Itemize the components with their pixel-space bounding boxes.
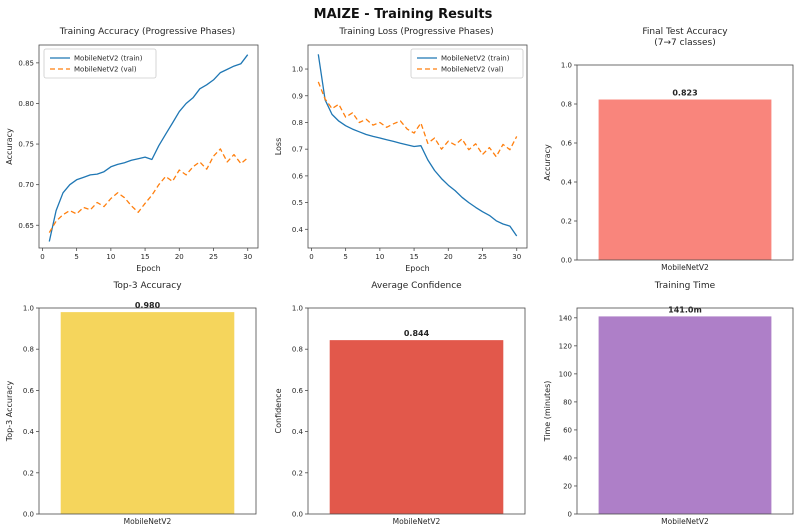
chart-title-top3-accuracy: Top-3 Accuracy xyxy=(113,281,182,291)
svg-text:0.980: 0.980 xyxy=(135,301,161,310)
svg-text:0.75: 0.75 xyxy=(18,141,34,149)
chart-title-training-time: Training Time xyxy=(654,281,716,291)
svg-text:0.9: 0.9 xyxy=(292,92,303,100)
top3-accuracy-chart: 0.980 MobileNetV2 0.0 0.2 0.4 0.6 0.8 1.0 Top-3 … xyxy=(3,292,266,532)
svg-text:MobileNetV2: MobileNetV2 xyxy=(661,517,709,526)
svg-text:25: 25 xyxy=(478,253,487,261)
figure-title: MAIZE - Training Results xyxy=(313,7,493,22)
chart-title-training-loss: Training Loss (Progressive Phases) xyxy=(339,27,494,37)
training-time-chart: 141.0m MobileNetV2 0 20 40 60 80 100 120 140 Time … xyxy=(541,292,803,532)
svg-text:Time (minutes): Time (minutes) xyxy=(543,381,552,443)
svg-text:0: 0 xyxy=(309,253,313,261)
svg-text:0.4: 0.4 xyxy=(292,226,304,234)
chart-title-final-test-accuracy: Final Test Accuracy xyxy=(642,27,728,37)
svg-text:0.6: 0.6 xyxy=(561,140,573,148)
svg-text:0: 0 xyxy=(568,511,572,519)
training-loss-chart: 0.4 0.5 0.6 0.7 0.8 0.9 1.0 0 5 10 15 20 25 30 Loss Epo… xyxy=(272,38,535,278)
svg-text:10: 10 xyxy=(375,253,384,261)
chart-title-average-confidence: Average Confidence xyxy=(371,281,462,291)
svg-text:0.0: 0.0 xyxy=(561,257,572,265)
svg-text:Accuracy: Accuracy xyxy=(543,144,552,181)
svg-text:MobileNetV2 (val): MobileNetV2 (val) xyxy=(74,66,137,74)
svg-text:0.80: 0.80 xyxy=(18,100,34,108)
panel-training-accuracy: Training Accuracy (Progressive Phases) 0… xyxy=(0,24,269,278)
svg-text:1.0: 1.0 xyxy=(292,305,303,313)
panel-top3-accuracy: Top-3 Accuracy 0.980 MobileNetV2 0.0 0.2 0.4… xyxy=(0,278,269,532)
svg-text:100: 100 xyxy=(559,370,572,378)
svg-text:0.4: 0.4 xyxy=(23,428,35,436)
panel-final-test-accuracy: Final Test Accuracy (7→7 classes) 0.823 M… xyxy=(538,24,806,278)
svg-text:0.844: 0.844 xyxy=(404,329,430,338)
svg-text:25: 25 xyxy=(209,253,218,261)
svg-text:MobileNetV2: MobileNetV2 xyxy=(661,263,709,272)
svg-text:0.0: 0.0 xyxy=(292,511,303,519)
panel-training-time: Training Time 141.0m MobileNetV2 0 20 40 60 80… xyxy=(538,278,806,532)
svg-text:0.6: 0.6 xyxy=(292,172,304,180)
svg-text:0.65: 0.65 xyxy=(18,222,34,230)
svg-text:80: 80 xyxy=(563,398,572,406)
panel-training-loss: Training Loss (Progressive Phases) 0.4 0.… xyxy=(269,24,538,278)
svg-text:30: 30 xyxy=(243,253,252,261)
svg-text:0.8: 0.8 xyxy=(23,346,34,354)
chart-subtitle-final-test-accuracy: (7→7 classes) xyxy=(654,38,716,48)
subplot-grid: Training Accuracy (Progressive Phases) 0… xyxy=(0,24,806,532)
svg-text:0.2: 0.2 xyxy=(561,218,572,226)
svg-text:Loss: Loss xyxy=(274,138,283,156)
panel-average-confidence: Average Confidence 0.844 MobileNetV2 0.0 0.… xyxy=(269,278,538,532)
svg-text:Epoch: Epoch xyxy=(136,264,161,273)
chart-title-training-accuracy: Training Accuracy (Progressive Phases) xyxy=(59,27,236,37)
svg-text:0.8: 0.8 xyxy=(292,119,303,127)
svg-text:1.0: 1.0 xyxy=(23,305,34,313)
svg-text:10: 10 xyxy=(106,253,115,261)
svg-text:141.0m: 141.0m xyxy=(668,305,702,314)
svg-text:140: 140 xyxy=(559,314,572,322)
svg-text:120: 120 xyxy=(559,342,572,350)
svg-text:60: 60 xyxy=(563,426,572,434)
svg-text:0.5: 0.5 xyxy=(292,199,303,207)
svg-text:0: 0 xyxy=(40,253,44,261)
training-accuracy-chart: 0.65 0.70 0.75 0.80 0.85 0 5 10 15 20 25 30 Accuracy… xyxy=(3,38,266,278)
svg-text:Accuracy: Accuracy xyxy=(5,128,14,165)
svg-text:0.0: 0.0 xyxy=(23,511,34,519)
svg-text:0.7: 0.7 xyxy=(292,146,303,154)
svg-text:20: 20 xyxy=(175,253,184,261)
svg-text:20: 20 xyxy=(444,253,453,261)
svg-text:20: 20 xyxy=(563,482,572,490)
svg-text:5: 5 xyxy=(74,253,78,261)
svg-text:40: 40 xyxy=(563,454,572,462)
svg-text:15: 15 xyxy=(141,253,150,261)
svg-text:0.8: 0.8 xyxy=(561,101,572,109)
svg-text:0.2: 0.2 xyxy=(292,469,303,477)
svg-text:Top-3 Accuracy: Top-3 Accuracy xyxy=(5,380,14,442)
svg-text:30: 30 xyxy=(512,253,521,261)
svg-text:MobileNetV2 (train): MobileNetV2 (train) xyxy=(74,55,143,63)
svg-text:0.823: 0.823 xyxy=(672,89,697,98)
svg-text:0.6: 0.6 xyxy=(23,387,35,395)
svg-text:0.4: 0.4 xyxy=(561,179,573,187)
svg-text:MobileNetV2: MobileNetV2 xyxy=(124,517,172,526)
svg-text:0.85: 0.85 xyxy=(18,59,34,67)
svg-text:Epoch: Epoch xyxy=(405,264,430,273)
svg-text:0.70: 0.70 xyxy=(18,181,34,189)
svg-text:Confidence: Confidence xyxy=(274,388,283,433)
svg-text:0.4: 0.4 xyxy=(292,428,304,436)
svg-text:1.0: 1.0 xyxy=(561,62,572,70)
svg-text:15: 15 xyxy=(410,253,419,261)
svg-text:0.6: 0.6 xyxy=(292,387,304,395)
svg-text:0.8: 0.8 xyxy=(292,346,303,354)
final-test-accuracy-chart: 0.823 MobileNetV2 0.0 0.2 0.4 0.6 0.8 1.0 Accura… xyxy=(541,49,803,278)
svg-text:MobileNetV2 (train): MobileNetV2 (train) xyxy=(441,55,510,63)
svg-text:MobileNetV2: MobileNetV2 xyxy=(393,517,441,526)
svg-text:0.2: 0.2 xyxy=(23,469,34,477)
svg-text:5: 5 xyxy=(343,253,347,261)
svg-text:MobileNetV2 (val): MobileNetV2 (val) xyxy=(441,66,504,74)
average-confidence-chart: 0.844 MobileNetV2 0.0 0.2 0.4 0.6 0.8 1.0 Confid… xyxy=(272,292,535,532)
svg-text:1.0: 1.0 xyxy=(292,66,303,74)
